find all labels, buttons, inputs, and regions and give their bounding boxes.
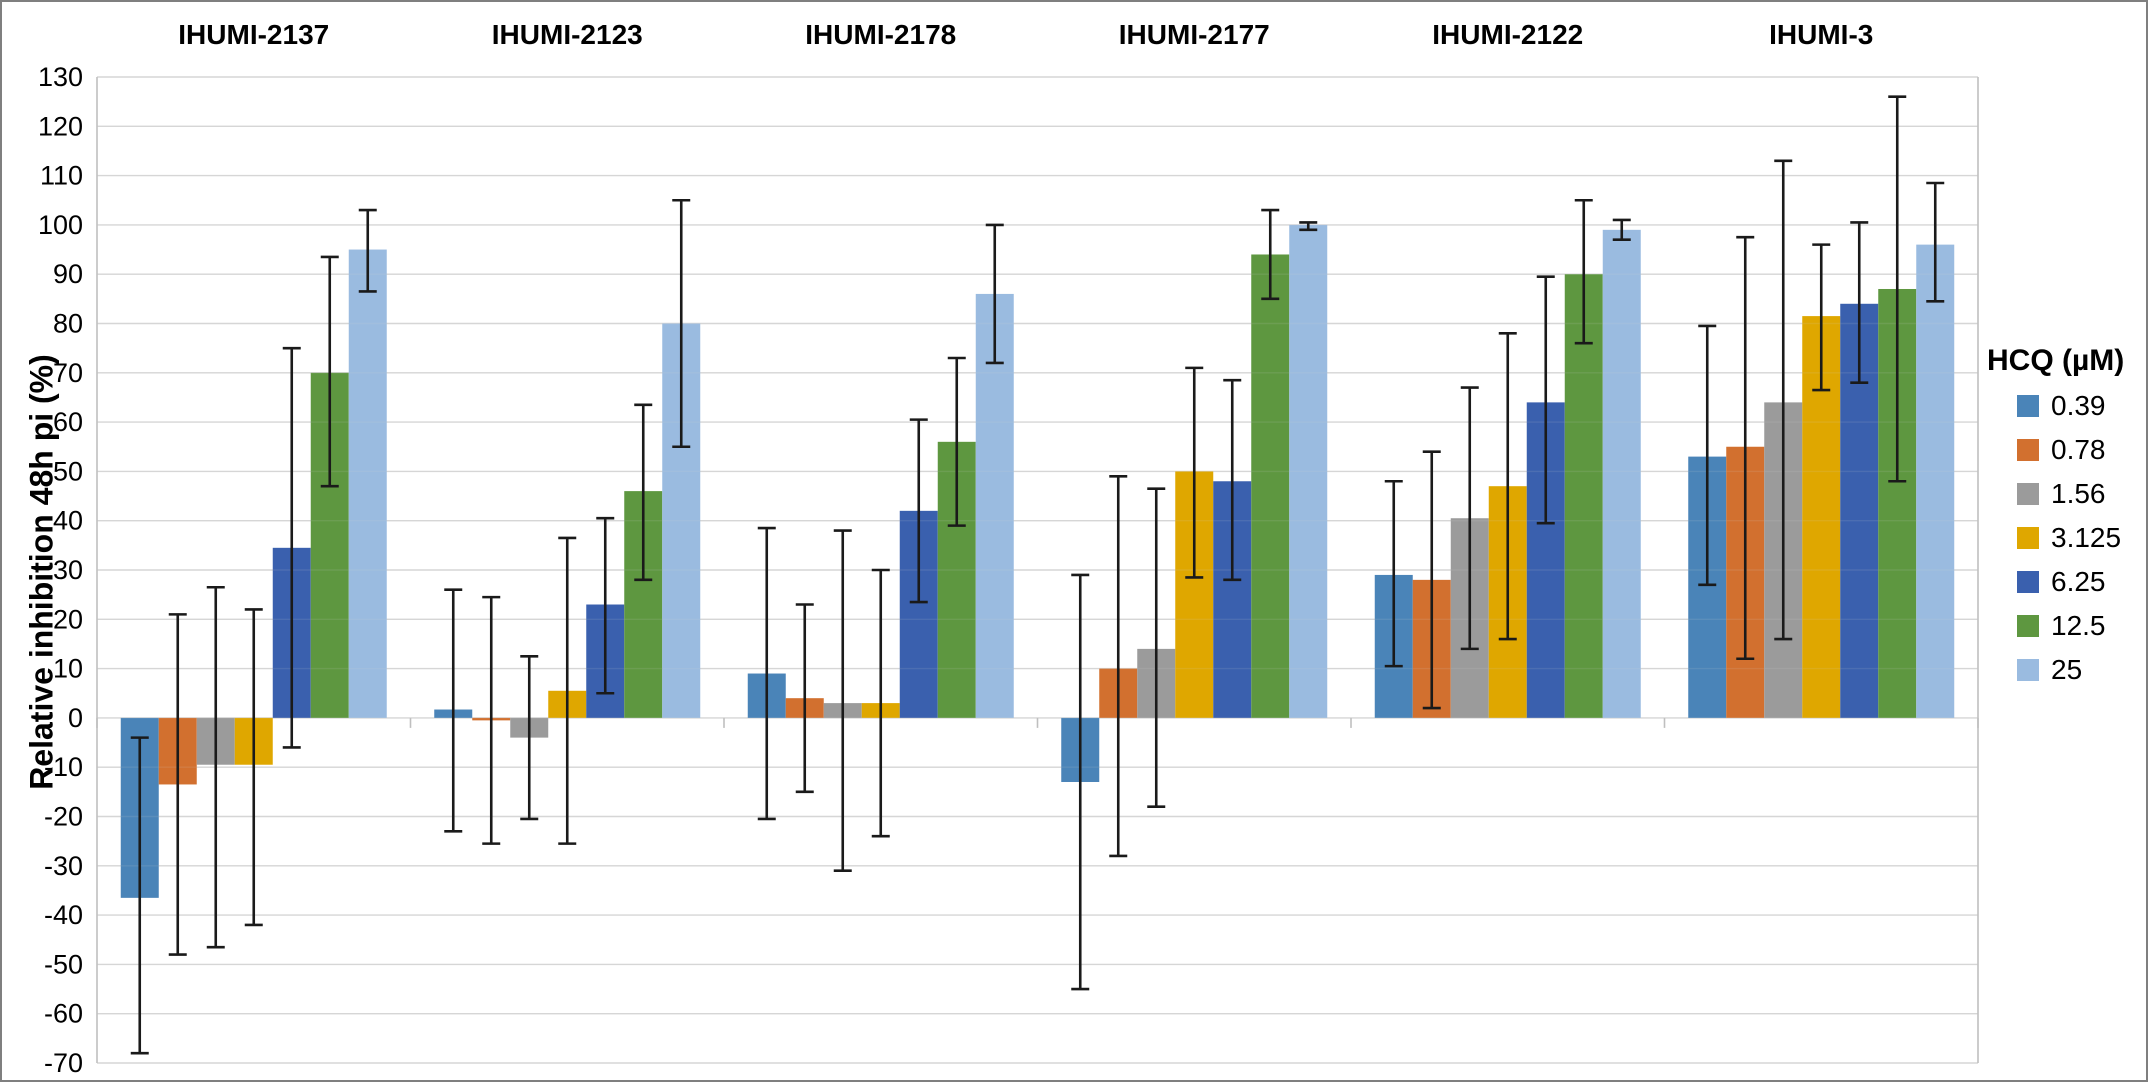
y-tick-label: 90 [53,259,83,289]
y-tick-label: -60 [44,999,83,1029]
legend-swatch-icon [2017,615,2039,637]
legend-items: 0.39 0.78 1.56 3.125 6.25 12.5 25 [1987,392,2145,684]
gridline-overlay [97,76,1978,1064]
legend-swatch-icon [2017,395,2039,417]
legend-title: HCQ (µM) [1987,344,2125,377]
legend-item-label: 3.125 [2051,522,2122,553]
legend-item-label: 0.78 [2051,434,2106,465]
y-tick-label: 130 [38,62,83,92]
bar [1289,224,1328,718]
y-tick-label: -70 [44,1048,83,1078]
bar [1564,274,1603,718]
y-tick-label: 30 [53,555,83,585]
legend-item: 12.5 [1987,612,2145,640]
legend-item-label: 6.25 [2051,566,2106,597]
y-tick-label: 110 [40,161,83,191]
y-tick-label: -30 [44,851,83,881]
group-title: IHUMI-2123 [492,19,643,50]
legend-item: 0.78 [1987,436,2145,464]
gridlines: 1301201101009080706050403020100-10-20-30… [38,62,1978,1078]
bar [348,249,387,718]
group-title: IHUMI-2178 [805,19,956,50]
legend: HCQ (µM) 0.39 0.78 1.56 3.125 6.25 12.5 25 [1987,344,2145,700]
y-tick-label: -50 [44,949,83,979]
bar [975,293,1014,718]
group-title: IHUMI-2122 [1432,19,1583,50]
legend-item-label: 0.39 [2051,390,2106,421]
bar [1602,229,1641,718]
error-bars [130,95,1945,1055]
bar [1916,244,1955,718]
legend-item: 1.56 [1987,480,2145,508]
legend-swatch-icon [2017,571,2039,593]
legend-swatch-icon [2017,659,2039,681]
legend-item-label: 25 [2051,654,2083,685]
y-tick-label: 70 [53,358,83,388]
y-tick-label: 80 [53,309,83,339]
y-axis-label: Relative inhibition 48h pi (%) [23,354,60,790]
legend-item: 6.25 [1987,568,2145,596]
group-title: IHUMI-3 [1769,19,1873,50]
legend-swatch-icon [2017,439,2039,461]
legend-item: 25 [1987,656,2145,684]
legend-item-label: 1.56 [2051,478,2106,509]
y-tick-label: -40 [44,900,83,930]
y-tick-label: 120 [38,111,83,141]
y-tick-label: 0 [68,703,83,733]
group-title: IHUMI-2137 [178,19,329,50]
y-tick-label: 100 [38,210,83,240]
legend-item: 0.39 [1987,392,2145,420]
y-tick-label: 50 [53,456,83,486]
y-tick-label: -20 [44,802,83,832]
y-tick-label: 60 [53,407,83,437]
y-tick-label: -10 [44,752,83,782]
legend-item: 3.125 [1987,524,2145,552]
legend-swatch-icon [2017,527,2039,549]
bar [1251,254,1290,718]
y-tick-label: 20 [53,604,83,634]
legend-swatch-icon [2017,483,2039,505]
y-tick-label: 40 [53,506,83,536]
group-title: IHUMI-2177 [1119,19,1270,50]
y-tick-label: 10 [53,654,83,684]
legend-item-label: 12.5 [2051,610,2106,641]
